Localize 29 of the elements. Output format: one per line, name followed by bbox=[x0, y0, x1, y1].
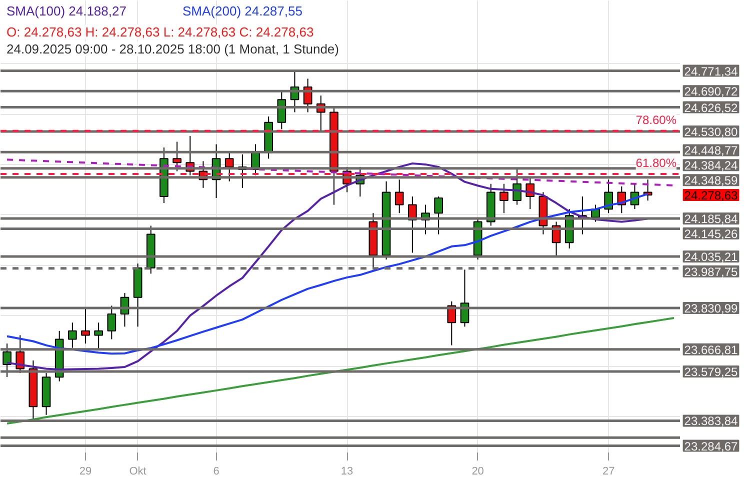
ref-line-label: 24.530,80 bbox=[684, 124, 738, 139]
x-tick-label: 29 bbox=[79, 466, 92, 478]
ref-line-label: 24.771,34 bbox=[684, 64, 738, 78]
x-tick-label: 20 bbox=[472, 466, 484, 478]
text: SMA(200) 24.287,55 bbox=[182, 4, 302, 18]
text: 24.278,63 bbox=[684, 188, 738, 203]
ref-line-label: 24.145,26 bbox=[684, 226, 738, 241]
ref-line-label: 24.035,21 bbox=[684, 250, 738, 264]
x-tick-label: 13 bbox=[340, 466, 354, 478]
annotation: 61.80% bbox=[636, 156, 677, 170]
annotation: 78.60% bbox=[636, 112, 677, 127]
ref-line-label: 23.284,67 bbox=[684, 439, 738, 454]
ref-line-label: 24.626,52 bbox=[684, 100, 738, 115]
ref-line-label: 24.348,59 bbox=[684, 174, 738, 188]
x-tick-label: Okt bbox=[129, 466, 146, 478]
x-tick-label: 6 bbox=[213, 466, 220, 478]
ref-line-label: 23.666,81 bbox=[684, 342, 738, 357]
ref-line-label: 23.987,75 bbox=[684, 264, 738, 279]
text: SMA(100) 24.188,27 bbox=[6, 4, 126, 18]
ref-line-label: 24.185,84 bbox=[684, 212, 738, 226]
x-tick-label: 27 bbox=[602, 466, 615, 478]
ref-line-label: 23.830,99 bbox=[684, 301, 738, 316]
ref-line-label: 23.383,84 bbox=[684, 414, 738, 428]
ref-line-label: 24.448,77 bbox=[684, 144, 738, 158]
annotation: O: 24.278,63 H: 24.278,63 L: 24.278,63 C: 24.278,63 bbox=[6, 24, 314, 40]
ref-line-label: 23.579,25 bbox=[684, 364, 738, 379]
ref-line-label: 24.384,24 bbox=[684, 158, 738, 173]
ref-line-label: 24.690,72 bbox=[684, 84, 738, 99]
annotation: 24.09.2025 09:00 - 28.10.2025 18:00 (1 Monat, 1 Stunde) bbox=[6, 42, 339, 56]
